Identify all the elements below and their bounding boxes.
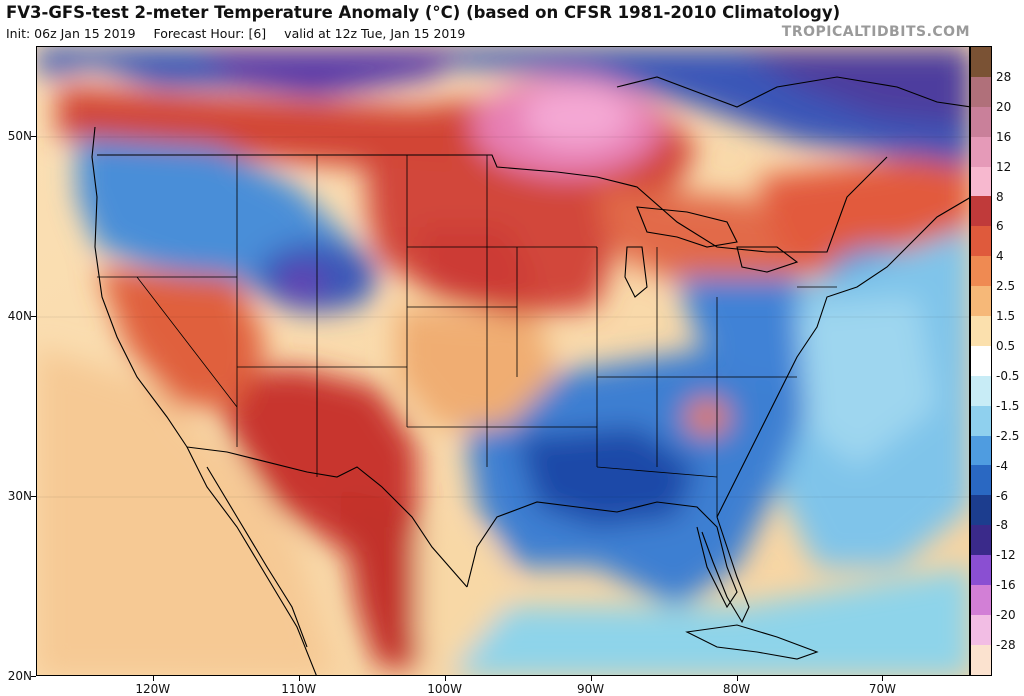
colorbar-segment bbox=[971, 256, 991, 287]
colorbar bbox=[970, 46, 992, 676]
map-subtitle: Init: 06z Jan 15 2019 Forecast Hour: [6]… bbox=[6, 26, 479, 41]
west-coastline bbox=[91, 126, 317, 675]
colorbar-segment bbox=[971, 345, 991, 376]
longitude-label: 80W bbox=[722, 682, 751, 696]
colorbar-label: -0.5 bbox=[996, 368, 1020, 383]
longitude-tick bbox=[882, 676, 884, 681]
longitude-label: 120W bbox=[135, 682, 171, 696]
colorbar-label: 1.5 bbox=[996, 309, 1016, 324]
latitude-label: 30N bbox=[7, 489, 32, 503]
colorbar-label: 2.5 bbox=[996, 279, 1016, 294]
colorbar-label: -28 bbox=[996, 638, 1016, 653]
latitude-tick bbox=[31, 136, 36, 137]
latitude-label: 40N bbox=[7, 309, 32, 323]
colorbar-segment bbox=[971, 196, 991, 227]
longitude-tick bbox=[736, 676, 738, 681]
longitude-tick bbox=[444, 676, 446, 681]
baja-coastline bbox=[206, 466, 308, 648]
colorbar-label: 28 bbox=[996, 69, 1012, 84]
colorbar-segment bbox=[971, 375, 991, 406]
gulf-coastline bbox=[466, 501, 738, 609]
valid-time: valid at 12z Tue, Jan 15 2019 bbox=[284, 26, 466, 41]
colorbar-segment bbox=[971, 286, 991, 317]
colorbar-label: 0.5 bbox=[996, 339, 1016, 354]
colorbar-label: 4 bbox=[996, 249, 1004, 264]
colorbar-label: -12 bbox=[996, 548, 1016, 563]
longitude-tick bbox=[152, 676, 154, 681]
latitude-tick bbox=[31, 316, 36, 317]
us-canada-border bbox=[97, 154, 888, 253]
colorbar-label: -20 bbox=[996, 608, 1016, 623]
us-mexico-border bbox=[186, 446, 468, 588]
latitude-label: 20N bbox=[7, 669, 32, 683]
colorbar-label: -8 bbox=[996, 518, 1008, 533]
longitude-label: 90W bbox=[576, 682, 605, 696]
colorbar-segment bbox=[971, 555, 991, 586]
colorbar-segment bbox=[971, 525, 991, 556]
state-lines bbox=[97, 155, 837, 517]
colorbar-segment bbox=[971, 316, 991, 346]
longitude-label: 110W bbox=[281, 682, 317, 696]
colorbar-label: -2.5 bbox=[996, 428, 1020, 443]
colorbar-label: -4 bbox=[996, 458, 1008, 473]
northern-coastline bbox=[616, 76, 969, 108]
boundaries bbox=[91, 76, 969, 675]
colorbar-segment bbox=[971, 644, 991, 675]
east-coastline bbox=[716, 197, 969, 518]
site-credit: TROPICALTIDBITS.COM bbox=[781, 24, 970, 40]
colorbar-label: 8 bbox=[996, 189, 1004, 204]
colorbar-segment bbox=[971, 136, 991, 167]
colorbar-segment bbox=[971, 76, 991, 107]
anomaly-field bbox=[37, 47, 969, 675]
anomaly-map bbox=[36, 46, 970, 676]
colorbar-label: 12 bbox=[996, 159, 1012, 174]
colorbar-segment bbox=[971, 435, 991, 466]
grid-lines bbox=[37, 136, 969, 498]
colorbar-segment bbox=[971, 106, 991, 137]
florida-coastline bbox=[701, 516, 750, 624]
colorbar-label: -16 bbox=[996, 578, 1016, 593]
colorbar-segment bbox=[971, 166, 991, 197]
colorbar-label: 16 bbox=[996, 129, 1012, 144]
init-time: Init: 06z Jan 15 2019 bbox=[6, 26, 136, 41]
colorbar-segment bbox=[971, 465, 991, 496]
colorbar-segment bbox=[971, 47, 991, 77]
latitude-label: 50N bbox=[7, 129, 32, 143]
anomaly-map-svg bbox=[37, 47, 969, 675]
map-title: FV3-GFS-test 2-meter Temperature Anomaly… bbox=[6, 3, 841, 22]
colorbar-label: -6 bbox=[996, 488, 1008, 503]
latitude-tick bbox=[31, 676, 36, 677]
colorbar-segment bbox=[971, 405, 991, 436]
colorbar-label: 6 bbox=[996, 219, 1004, 234]
longitude-label: 70W bbox=[868, 682, 897, 696]
forecast-hour: Forecast Hour: [6] bbox=[153, 26, 267, 41]
colorbar-segment bbox=[971, 226, 991, 257]
longitude-label: 100W bbox=[427, 682, 463, 696]
colorbar-segment bbox=[971, 585, 991, 615]
longitude-tick bbox=[590, 676, 592, 681]
colorbar-label: -1.5 bbox=[996, 398, 1020, 413]
longitude-tick bbox=[298, 676, 300, 681]
colorbar-segment bbox=[971, 495, 991, 526]
latitude-tick bbox=[31, 496, 36, 497]
colorbar-label: 20 bbox=[996, 99, 1012, 114]
cuba-outline bbox=[685, 624, 819, 660]
great-lakes-outline bbox=[624, 206, 799, 298]
colorbar-segment bbox=[971, 614, 991, 645]
